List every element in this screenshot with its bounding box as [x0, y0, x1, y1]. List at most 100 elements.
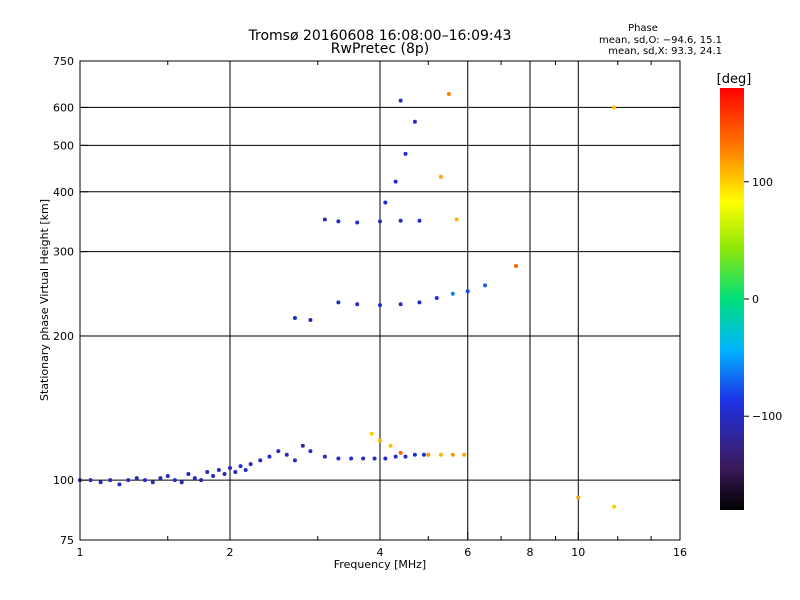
data-point — [267, 454, 272, 459]
data-point — [322, 217, 327, 222]
data-point — [205, 469, 210, 474]
data-point — [393, 454, 398, 459]
grid-lines — [80, 61, 680, 540]
data-point — [483, 283, 488, 288]
data-point — [186, 472, 191, 477]
data-point — [361, 456, 366, 461]
data-point — [300, 443, 305, 448]
data-point — [179, 480, 184, 485]
phase-stats-o: mean, sd,O: −94.6, 15.1 — [599, 35, 722, 46]
data-point — [284, 452, 289, 457]
data-point — [398, 98, 403, 103]
data-points — [78, 91, 617, 509]
data-point — [446, 91, 451, 96]
data-point — [142, 478, 147, 483]
data-point — [403, 454, 408, 459]
x-tick-label: 6 — [464, 546, 471, 559]
data-point — [383, 456, 388, 461]
data-point — [438, 174, 443, 179]
data-point — [192, 476, 197, 481]
y-tick-label: 600 — [53, 101, 74, 114]
data-point — [199, 478, 204, 483]
colorbar-tick-label: −100 — [752, 410, 782, 423]
data-point — [336, 300, 341, 305]
data-point — [336, 219, 341, 224]
data-point — [421, 452, 426, 457]
data-point — [134, 476, 139, 481]
data-point — [355, 220, 360, 225]
colorbar — [720, 88, 744, 510]
data-point — [398, 302, 403, 307]
data-point — [248, 462, 253, 467]
data-point — [412, 119, 417, 124]
data-point — [378, 438, 382, 443]
x-tick-label: 16 — [673, 546, 687, 559]
data-point — [398, 450, 403, 455]
y-tick-label: 500 — [53, 139, 74, 152]
data-point — [465, 289, 470, 294]
y-tick-label: 750 — [53, 55, 74, 68]
x-axis-label: Frequency [MHz] — [334, 558, 426, 571]
data-point — [454, 217, 459, 222]
data-point — [383, 200, 388, 205]
data-point — [88, 478, 93, 483]
y-tick-label: 400 — [53, 186, 74, 199]
colorbar-ticks: 100 0 −100 — [744, 176, 782, 423]
data-point — [388, 443, 393, 448]
data-point — [292, 458, 297, 463]
data-point — [233, 469, 238, 474]
y-tick-label: 75 — [60, 534, 74, 547]
data-point — [393, 179, 398, 184]
phase-stats-x: mean, sd,X: 93.3, 24.1 — [608, 46, 722, 57]
data-point — [349, 456, 354, 461]
data-point — [514, 263, 519, 268]
data-point — [336, 456, 341, 461]
data-point — [322, 454, 327, 459]
data-point — [369, 431, 374, 436]
data-point — [308, 449, 313, 454]
phase-heading: Phase — [628, 23, 658, 34]
data-point — [117, 482, 122, 487]
data-point — [412, 452, 417, 457]
x-tick-label: 4 — [377, 546, 384, 559]
x-tick-label: 2 — [227, 546, 234, 559]
x-tick-label: 8 — [527, 546, 534, 559]
data-point — [158, 476, 163, 481]
data-point — [403, 151, 408, 156]
data-point — [378, 219, 382, 224]
data-point — [165, 474, 170, 479]
data-point — [292, 316, 297, 321]
data-point — [243, 468, 248, 473]
colorbar-label: [deg] — [717, 72, 752, 87]
data-point — [576, 495, 581, 500]
colorbar-tick-label: 0 — [752, 293, 759, 306]
data-point — [462, 452, 467, 457]
data-point — [450, 291, 455, 296]
data-point — [172, 478, 177, 483]
axis-ticks: 1 2 4 6 8 10 16 75 100 200 300 400 500 600 750 — [53, 55, 687, 559]
chart-title: Tromsø 20160608 16:08:00–16:09:43 — [248, 28, 512, 44]
chart-subtitle: RwPretec (8p) — [331, 41, 429, 57]
data-point — [108, 478, 113, 483]
data-point — [308, 317, 313, 322]
data-point — [417, 300, 422, 305]
data-point — [126, 478, 131, 483]
data-point — [426, 452, 431, 457]
y-tick-label: 100 — [53, 474, 74, 487]
data-point — [417, 218, 422, 223]
colorbar-tick-label: 100 — [752, 176, 773, 189]
data-point — [434, 296, 439, 301]
data-point — [450, 452, 455, 457]
data-point — [228, 466, 232, 471]
data-point — [258, 458, 263, 463]
data-point — [612, 504, 617, 509]
data-point — [216, 468, 221, 473]
x-tick-label: 10 — [571, 546, 585, 559]
data-point — [612, 105, 617, 110]
data-point — [98, 480, 103, 485]
data-point — [372, 456, 377, 461]
data-point — [355, 302, 360, 307]
data-point — [211, 474, 216, 479]
y-tick-label: 300 — [53, 246, 74, 259]
